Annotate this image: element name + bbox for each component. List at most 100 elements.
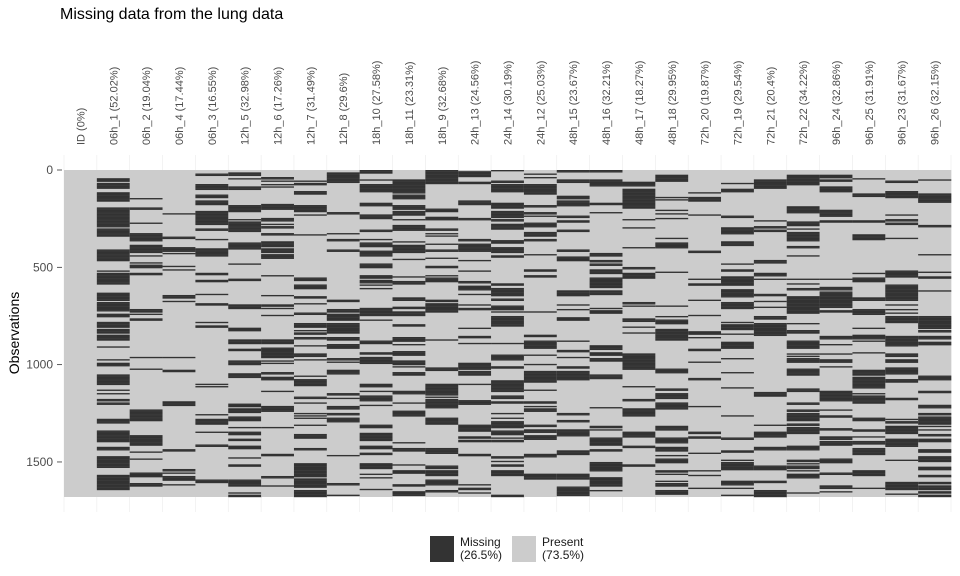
cell-missing — [359, 238, 393, 241]
cell-missing — [458, 304, 492, 306]
cell-missing — [523, 405, 558, 408]
cell-missing — [162, 468, 196, 471]
cell-missing — [96, 398, 131, 401]
cell-missing — [655, 446, 689, 449]
cell-missing — [359, 435, 393, 437]
cell-missing — [425, 465, 459, 467]
cell-missing — [918, 327, 952, 330]
cell-missing — [523, 192, 558, 194]
cell-missing — [392, 314, 426, 317]
cell-missing — [425, 393, 459, 395]
cell-missing — [786, 301, 820, 304]
cell-missing — [195, 273, 229, 276]
cell-missing — [96, 431, 131, 433]
cell-missing — [261, 373, 295, 375]
cell-missing — [129, 249, 163, 251]
cell-missing — [261, 454, 295, 457]
cell-missing — [786, 358, 820, 360]
cell-missing — [885, 335, 919, 338]
cell-missing — [753, 332, 788, 334]
cell-missing — [556, 377, 590, 380]
cell-missing — [655, 334, 689, 337]
cell-missing — [162, 402, 196, 404]
cell-missing — [96, 255, 131, 257]
cell-missing — [688, 377, 722, 380]
cell-missing — [753, 322, 788, 325]
cell-missing — [392, 186, 426, 188]
cell-missing — [655, 180, 689, 182]
cell-missing — [293, 193, 328, 195]
cell-missing — [162, 475, 196, 478]
cell-missing — [359, 425, 393, 428]
cell-missing — [293, 355, 328, 358]
cell-missing — [326, 174, 360, 177]
cell-missing — [786, 304, 820, 306]
cell-missing — [523, 475, 558, 478]
cell-missing — [885, 273, 919, 276]
cell-missing — [425, 243, 459, 245]
cell-missing — [918, 457, 952, 459]
cell-missing — [556, 486, 590, 488]
cell-missing — [195, 325, 229, 327]
cell-missing — [786, 184, 820, 186]
cell-missing — [721, 230, 755, 233]
cell-missing — [195, 174, 229, 177]
cell-missing — [195, 280, 229, 283]
cell-missing — [359, 185, 393, 187]
cell-missing — [753, 184, 788, 186]
cell-missing — [523, 224, 558, 227]
cell-missing — [261, 360, 295, 362]
cell-missing — [96, 466, 131, 469]
cell-missing — [688, 452, 722, 454]
cell-missing — [425, 216, 459, 219]
cell-missing — [523, 191, 558, 193]
cell-missing — [458, 437, 492, 439]
cell-missing — [129, 308, 163, 311]
cell-missing — [228, 174, 262, 177]
cell-missing — [491, 384, 525, 387]
cell-missing — [918, 342, 952, 345]
cell-missing — [96, 230, 131, 233]
cell-missing — [589, 345, 623, 347]
cell-missing — [688, 196, 722, 199]
cell-missing — [293, 467, 328, 470]
cell-missing — [261, 186, 295, 188]
cell-missing — [885, 291, 919, 293]
cell-missing — [753, 181, 788, 184]
cell-missing — [655, 426, 689, 429]
cell-missing — [261, 408, 295, 410]
cell-missing — [688, 199, 722, 201]
cell-missing — [852, 380, 886, 382]
cell-missing — [359, 358, 393, 360]
cell-missing — [359, 426, 393, 429]
cell-missing — [491, 203, 525, 206]
cell-missing — [523, 215, 558, 217]
cell-missing — [721, 284, 755, 286]
cell-missing — [786, 223, 820, 226]
cell-missing — [622, 363, 656, 366]
cell-missing — [392, 360, 426, 362]
cell-missing — [293, 382, 328, 384]
cell-missing — [458, 363, 492, 366]
cell-missing — [622, 320, 656, 323]
cell-missing — [458, 238, 492, 241]
cell-missing — [228, 227, 262, 229]
cell-missing — [688, 474, 722, 477]
cell-missing — [162, 300, 196, 303]
cell-missing — [261, 342, 295, 345]
cell-missing — [491, 305, 525, 307]
cell-missing — [885, 372, 919, 374]
cell-missing — [589, 291, 623, 293]
cell-missing — [721, 276, 755, 278]
cell-missing — [753, 431, 788, 433]
cell-present-23 — [819, 170, 853, 497]
cell-missing — [359, 308, 393, 311]
cell-missing — [852, 402, 886, 404]
cell-missing — [228, 408, 262, 410]
cell-missing — [392, 184, 426, 186]
cell-missing — [523, 429, 558, 431]
cell-missing — [655, 442, 689, 444]
cell-missing — [655, 461, 689, 464]
cell-missing — [918, 458, 952, 460]
cell-missing — [491, 220, 525, 222]
